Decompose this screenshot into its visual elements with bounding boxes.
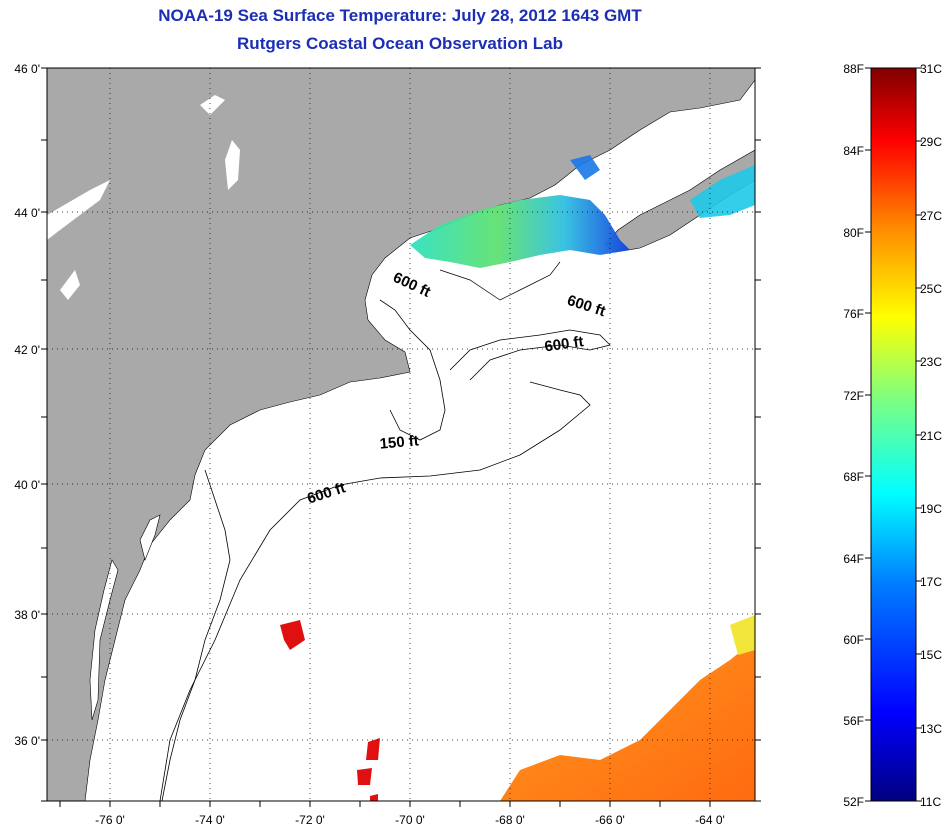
delaware-bay bbox=[139, 514, 161, 561]
lake bbox=[60, 270, 80, 300]
colorbar-c-label: 19C bbox=[920, 502, 942, 516]
sst-red-patch bbox=[366, 738, 380, 760]
lon-label: -76 0' bbox=[95, 813, 125, 827]
sst-gulf-of-maine bbox=[410, 195, 630, 268]
map-title: NOAA-19 Sea Surface Temperature: July 28… bbox=[158, 6, 642, 25]
colorbar-f-label: 80F bbox=[843, 226, 864, 240]
colorbar-f-label: 76F bbox=[843, 307, 864, 321]
sst-bay-of-fundy bbox=[570, 155, 600, 180]
colorbar-f-label: 64F bbox=[843, 552, 864, 566]
colorbar-c-label: 23C bbox=[920, 355, 942, 369]
sst-warm-yellow bbox=[730, 615, 755, 655]
colorbar-c-label: 27C bbox=[920, 209, 942, 223]
lon-label: -74 0' bbox=[195, 813, 225, 827]
contour-150ft bbox=[379, 299, 446, 441]
colorbar-c-label: 11C bbox=[920, 795, 941, 809]
contour-600ft-shelf-break bbox=[159, 381, 591, 801]
colorbar-c-label: 21C bbox=[920, 429, 942, 443]
colorbar-f-label: 72F bbox=[843, 389, 864, 403]
contour-georges-bank bbox=[449, 329, 611, 381]
map-border bbox=[46, 67, 756, 802]
sst-red-patch bbox=[280, 620, 305, 650]
sst-red-patch bbox=[357, 768, 372, 785]
map-grid bbox=[47, 68, 755, 801]
colorbar-c-label: 15C bbox=[920, 648, 942, 662]
colorbar-c-label: 17C bbox=[920, 575, 942, 589]
colorbar bbox=[870, 67, 917, 802]
sst-gulf-stream bbox=[500, 640, 755, 801]
colorbar-c-label: 29C bbox=[920, 135, 942, 149]
colorbar-f-label: 88F bbox=[843, 62, 864, 76]
lon-label: -68 0' bbox=[495, 813, 525, 827]
map-subtitle: Rutgers Coastal Ocean Observation Lab bbox=[237, 34, 563, 53]
colorbar-c-label: 13C bbox=[920, 722, 942, 736]
lake bbox=[225, 140, 240, 190]
colorbar-f-label: 56F bbox=[843, 714, 864, 728]
lat-label: 42 0' bbox=[14, 343, 40, 357]
sst-nova-scotia-patch bbox=[690, 165, 755, 218]
contour-gulf-inner bbox=[439, 261, 561, 301]
lon-label: -70 0' bbox=[395, 813, 425, 827]
contour-label: 600 ft bbox=[543, 333, 584, 355]
colorbar-f-label: 68F bbox=[843, 470, 864, 484]
sst-red-patch bbox=[370, 794, 378, 801]
lake bbox=[47, 180, 110, 240]
lat-label: 40 0' bbox=[14, 478, 40, 492]
lat-label: 46 0' bbox=[14, 62, 40, 76]
land-new-england bbox=[47, 68, 755, 801]
colorbar-f-label: 52F bbox=[843, 795, 864, 809]
chesapeake-bay bbox=[89, 559, 119, 721]
contour-label: 150 ft bbox=[379, 432, 420, 452]
colorbar-c-label: 25C bbox=[920, 282, 942, 296]
colorbar-c-label: 31C bbox=[920, 62, 942, 76]
contour-600ft-shelf bbox=[161, 469, 231, 801]
lon-label: -64 0' bbox=[695, 813, 725, 827]
lon-label: -66 0' bbox=[595, 813, 625, 827]
lat-label: 44 0' bbox=[14, 206, 40, 220]
colorbar-f-label: 60F bbox=[843, 633, 864, 647]
lake bbox=[200, 95, 225, 115]
lon-label: -72 0' bbox=[295, 813, 325, 827]
lat-label: 38 0' bbox=[14, 608, 40, 622]
lat-label: 36 0' bbox=[14, 734, 40, 748]
colorbar-ticks bbox=[865, 67, 922, 802]
colorbar-f-label: 84F bbox=[843, 144, 864, 158]
tick-marks bbox=[41, 67, 761, 807]
